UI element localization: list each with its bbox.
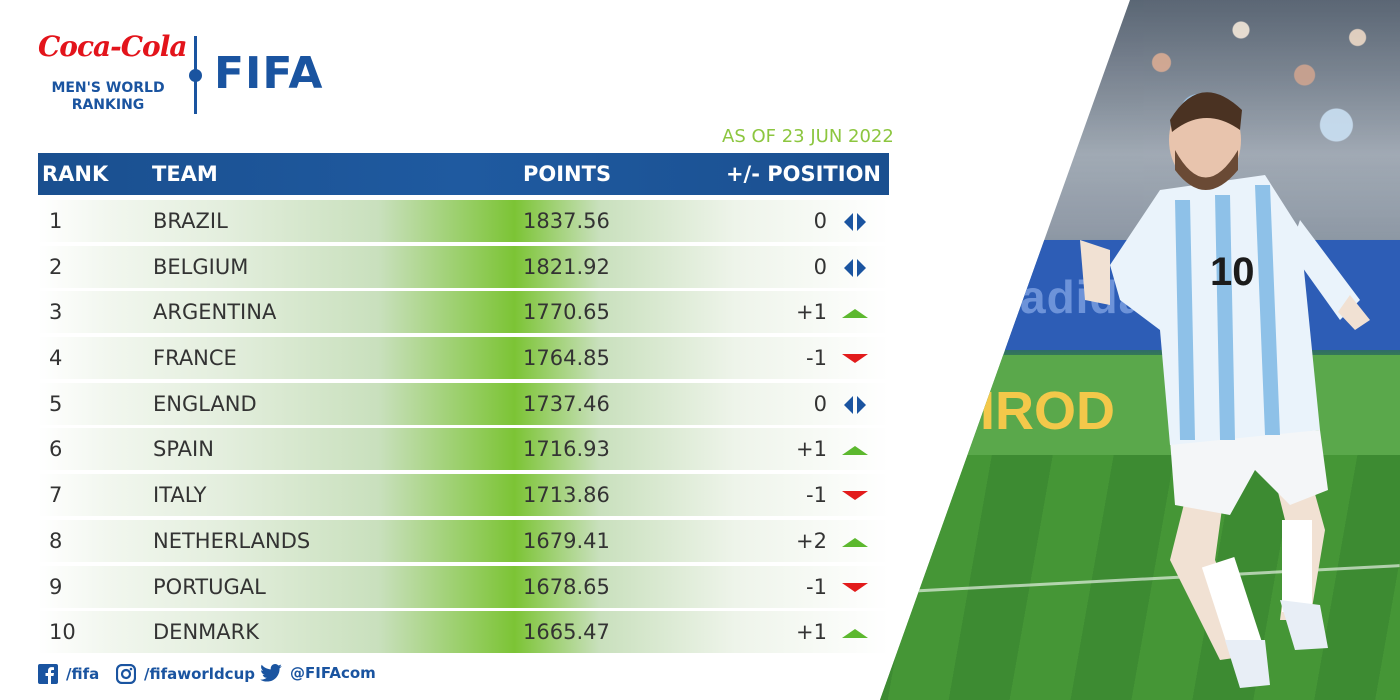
table-row: 6 SPAIN 1716.93 +1 — [38, 428, 889, 471]
points-cell: 1679.41 — [523, 528, 610, 553]
team-cell: BRAZIL — [153, 209, 228, 233]
table-row: 5 ENGLAND 1737.46 0 — [38, 382, 889, 425]
team-cell: ARGENTINA — [153, 300, 277, 325]
change-cell: +1 — [796, 437, 827, 462]
player-photo: adidas IROD 10 — [880, 0, 1400, 700]
trend-up-icon — [842, 446, 868, 456]
facebook-link[interactable]: /fifa — [38, 664, 99, 684]
points-cell: 1665.47 — [523, 620, 610, 645]
rank-cell: 9 — [49, 574, 63, 599]
team-cell: BELGIUM — [153, 254, 249, 279]
trend-down-icon — [842, 354, 868, 364]
team-cell: PORTUGAL — [153, 574, 266, 599]
points-cell: 1764.85 — [523, 346, 610, 371]
points-cell: 1770.65 — [523, 300, 610, 325]
rank-cell: 10 — [49, 620, 76, 645]
table-row: 9 PORTUGAL 1678.65 -1 — [38, 565, 889, 608]
points-cell: 1737.46 — [523, 391, 610, 416]
change-cell: 0 — [813, 254, 827, 279]
header-points: POINTS — [523, 162, 612, 186]
table-row: 7 ITALY 1713.86 -1 — [38, 474, 889, 517]
trend-down-icon — [842, 582, 868, 592]
rank-cell: 8 — [49, 528, 63, 553]
header-rank: RANK — [42, 162, 109, 186]
rank-cell: 6 — [49, 437, 63, 462]
change-cell: -1 — [806, 346, 827, 371]
ranking-subtitle-line2: RANKING — [71, 97, 145, 113]
trend-unchanged-icon — [844, 395, 866, 414]
header-position: +/- POSITION — [725, 162, 881, 186]
points-cell: 1821.92 — [523, 254, 610, 279]
fifa-logo: FIFA — [214, 48, 324, 99]
ranking-subtitle: MEN'S WORLD RANKING — [38, 80, 178, 114]
team-cell: ENGLAND — [153, 391, 257, 416]
change-cell: 0 — [813, 391, 827, 416]
change-cell: -1 — [806, 574, 827, 599]
twitter-icon — [260, 664, 282, 682]
ranking-subtitle-line1: MEN'S WORLD — [51, 80, 165, 96]
change-cell: +1 — [796, 620, 827, 645]
table-row: 10 DENMARK 1665.47 +1 — [38, 611, 889, 654]
instagram-icon — [116, 664, 136, 684]
table-row: 3 ARGENTINA 1770.65 +1 — [38, 291, 889, 334]
team-cell: ITALY — [153, 483, 207, 508]
twitter-handle: @FIFAcom — [290, 664, 376, 682]
table-header: RANK TEAM POINTS +/- POSITION — [38, 153, 889, 195]
rank-cell: 2 — [49, 254, 63, 279]
team-cell: NETHERLANDS — [153, 528, 311, 553]
change-cell: +2 — [796, 528, 827, 553]
rank-cell: 4 — [49, 346, 63, 371]
header-team: TEAM — [152, 162, 218, 186]
coca-cola-logo: Coca-Cola — [38, 30, 188, 63]
as-of-date: AS OF 23 JUN 2022 — [722, 126, 894, 147]
rank-cell: 3 — [49, 300, 63, 325]
trend-unchanged-icon — [844, 213, 866, 231]
jersey-number: 10 — [1210, 250, 1255, 294]
ad-board-green-text: IROD — [980, 381, 1115, 441]
ranking-table: RANK TEAM POINTS +/- POSITION 1 BRAZIL 183… — [38, 153, 889, 654]
table-row: 8 NETHERLANDS 1679.41 +2 — [38, 519, 889, 562]
table-row: 2 BELGIUM 1821.92 0 — [38, 245, 889, 288]
trend-unchanged-icon — [844, 258, 866, 277]
points-cell: 1837.56 — [523, 209, 610, 233]
instagram-handle: /fifaworldcup — [144, 665, 255, 683]
facebook-icon — [38, 664, 58, 684]
change-cell: +1 — [796, 300, 827, 325]
brand-divider-dot — [189, 69, 202, 82]
team-cell: FRANCE — [153, 346, 237, 371]
rank-cell: 1 — [49, 209, 63, 233]
team-cell: DENMARK — [153, 620, 259, 645]
instagram-link[interactable]: /fifaworldcup — [116, 664, 255, 684]
trend-up-icon — [842, 537, 868, 547]
points-cell: 1678.65 — [523, 574, 610, 599]
facebook-handle: /fifa — [66, 665, 100, 683]
player-figure: 10 — [1080, 92, 1370, 688]
trend-up-icon — [842, 309, 868, 319]
table-body: 1 BRAZIL 1837.56 0 2 BELGIUM 1821.92 0 3 ARGENTIN… — [38, 200, 889, 654]
table-row: 1 BRAZIL 1837.56 0 — [38, 200, 889, 242]
trend-down-icon — [842, 491, 868, 501]
change-cell: -1 — [806, 483, 827, 508]
change-cell: 0 — [813, 209, 827, 233]
points-cell: 1716.93 — [523, 437, 610, 462]
trend-up-icon — [842, 629, 868, 639]
rank-cell: 5 — [49, 391, 63, 416]
team-cell: SPAIN — [153, 437, 214, 462]
rank-cell: 7 — [49, 483, 63, 508]
twitter-link[interactable]: @FIFAcom — [260, 664, 376, 682]
points-cell: 1713.86 — [523, 483, 610, 508]
table-row: 4 FRANCE 1764.85 -1 — [38, 337, 889, 380]
